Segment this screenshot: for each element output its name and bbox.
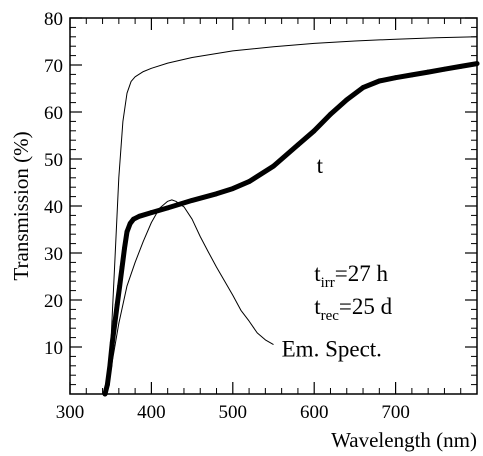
annotation-t-irr: tirr=27 h — [314, 261, 388, 291]
series-t-point — [360, 85, 366, 90]
series-t-point — [393, 75, 398, 81]
x-tick-label: 500 — [219, 402, 248, 423]
series-t-point — [165, 205, 171, 211]
y-tick-label: 60 — [44, 103, 63, 124]
series-t-point — [295, 142, 301, 148]
y-tick-label: 30 — [44, 244, 63, 265]
series-t-point — [149, 210, 154, 215]
ticks-group — [69, 17, 477, 394]
x-tick-label: 300 — [56, 402, 85, 423]
x-tick-label: 600 — [300, 402, 329, 423]
series-t-point — [442, 66, 447, 72]
series-t-point — [124, 229, 130, 235]
series-t-point — [311, 128, 317, 134]
x-tick-label: 700 — [381, 402, 410, 423]
series-t-point — [112, 321, 118, 326]
series-t-point — [117, 283, 123, 289]
series-t-point — [109, 339, 115, 345]
series-t-point — [425, 69, 431, 75]
y-tick-label: 50 — [44, 150, 63, 171]
series-t-point — [246, 179, 252, 184]
series-t-point — [136, 213, 142, 219]
series-emission-spectrum-line — [110, 199, 274, 371]
x-axis-title: Wavelength (nm) — [331, 428, 477, 452]
series-t-point — [189, 197, 195, 203]
x-tick-label: 400 — [137, 402, 166, 423]
series-t-point — [409, 72, 415, 78]
y-tick-label: 10 — [44, 338, 63, 359]
y-axis-title: Transmission (%) — [9, 131, 33, 280]
annotation-t-label: t — [317, 153, 324, 178]
series-t-point — [127, 220, 133, 226]
series-t-point — [376, 78, 382, 84]
series-t-point — [458, 64, 464, 69]
series-reference-line — [106, 36, 478, 395]
series-t-point — [131, 216, 136, 222]
series-t-point — [122, 245, 127, 251]
series-t-point — [105, 382, 110, 387]
y-tick-label: 20 — [44, 291, 63, 312]
series-t-point — [344, 97, 350, 103]
y-tick-label: 70 — [44, 56, 63, 77]
annotation-em-label: Em. Spect. — [282, 336, 382, 361]
series-t-line — [102, 61, 480, 397]
y-tick-label: 40 — [44, 197, 63, 218]
series-t-point — [328, 111, 333, 117]
series-t-point — [119, 264, 125, 270]
series-t-point — [114, 302, 120, 308]
series-t-point — [214, 191, 219, 197]
y-tick-label: 80 — [44, 9, 63, 30]
annotation-t-rec: trec=25 d — [314, 294, 392, 324]
tick-labels-group: 300 400 500 600 700 10 20 30 40 50 60 70 80 — [44, 9, 410, 423]
series-t-point — [271, 163, 276, 169]
curves-group — [102, 36, 480, 397]
series-t-point — [230, 186, 236, 192]
